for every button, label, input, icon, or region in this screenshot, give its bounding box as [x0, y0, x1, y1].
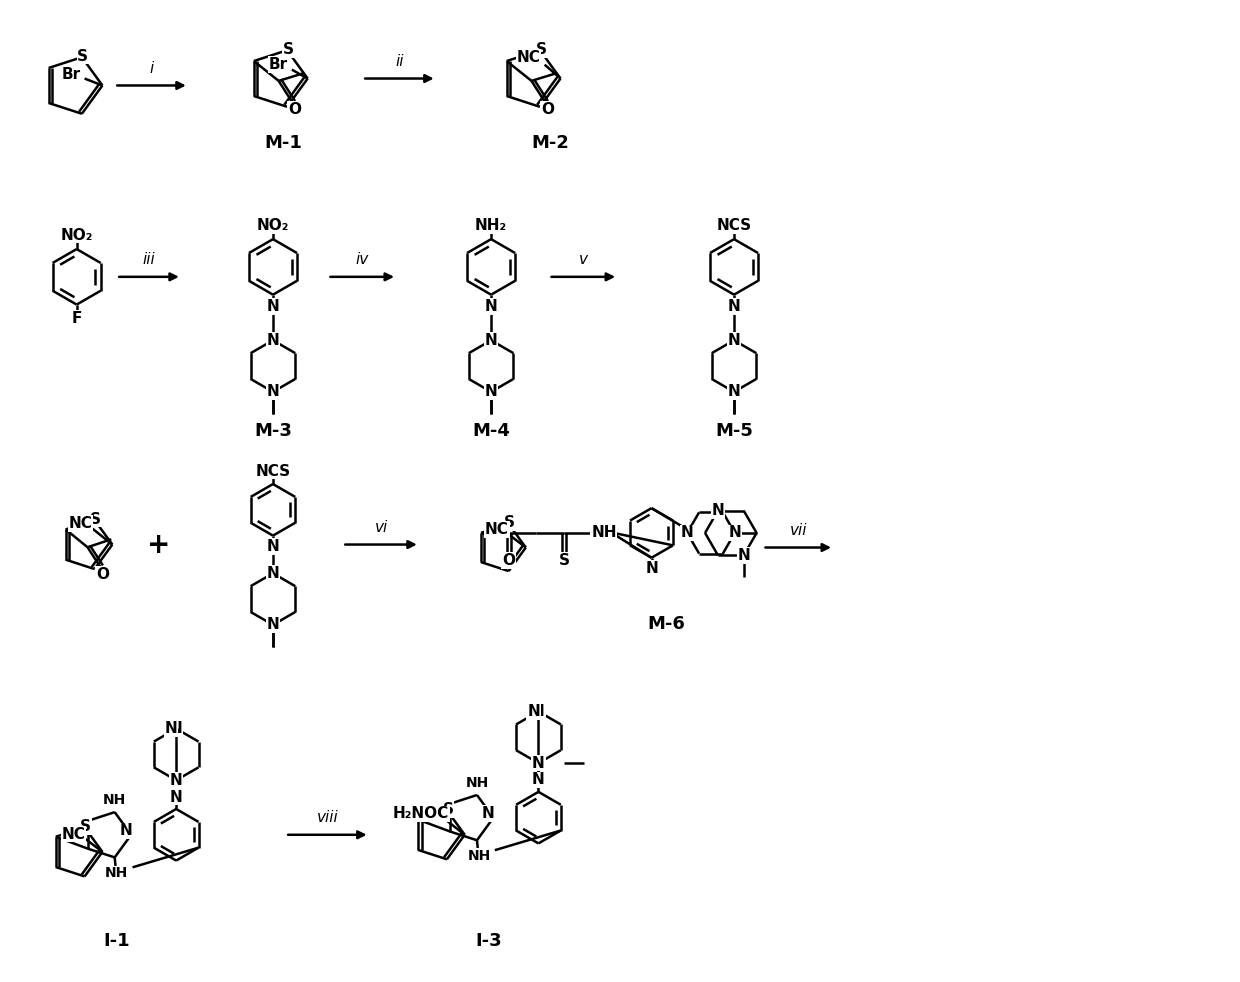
Text: M-4: M-4 — [472, 421, 510, 440]
Text: ii: ii — [396, 54, 404, 69]
Text: M-3: M-3 — [254, 421, 291, 440]
Text: S: S — [283, 42, 294, 57]
Text: N: N — [532, 755, 544, 771]
Text: N: N — [728, 384, 740, 400]
Text: N: N — [532, 773, 544, 788]
Text: M-5: M-5 — [715, 421, 753, 440]
Text: NH: NH — [465, 776, 489, 791]
Text: NH: NH — [103, 793, 126, 807]
Text: S: S — [81, 819, 91, 834]
Text: I-1: I-1 — [103, 932, 130, 951]
Text: F: F — [72, 311, 82, 326]
Text: NC: NC — [485, 522, 508, 537]
Text: N: N — [712, 503, 724, 518]
Text: S: S — [443, 801, 454, 817]
Text: N: N — [482, 806, 495, 821]
Text: N: N — [738, 548, 750, 563]
Text: NH₂: NH₂ — [475, 218, 507, 233]
Text: M-6: M-6 — [647, 615, 686, 632]
Text: S: S — [559, 553, 569, 569]
Text: vii: vii — [790, 522, 807, 537]
Text: i: i — [149, 61, 154, 76]
Text: N: N — [267, 566, 279, 580]
Text: NH: NH — [105, 866, 128, 880]
Text: N: N — [645, 561, 658, 576]
Text: S: S — [536, 42, 547, 57]
Text: O: O — [541, 102, 554, 117]
Text: N: N — [267, 618, 279, 632]
Text: S: S — [91, 512, 100, 526]
Text: N: N — [165, 721, 177, 736]
Text: NO₂: NO₂ — [257, 218, 289, 233]
Text: O: O — [288, 102, 301, 117]
Text: N: N — [728, 333, 740, 348]
Text: S: S — [505, 516, 515, 530]
Text: NCS: NCS — [717, 218, 751, 233]
Text: NH: NH — [591, 525, 616, 540]
Text: N: N — [267, 300, 279, 314]
Text: M-1: M-1 — [264, 134, 301, 152]
Text: O: O — [95, 567, 109, 581]
Text: NO₂: NO₂ — [61, 228, 93, 243]
Text: NCS: NCS — [255, 464, 290, 478]
Text: Br: Br — [61, 67, 81, 82]
Text: +: + — [148, 530, 171, 559]
Text: N: N — [485, 300, 497, 314]
Text: iv: iv — [356, 252, 368, 267]
Text: N: N — [532, 704, 544, 719]
Text: NC: NC — [517, 50, 541, 65]
Text: N: N — [267, 384, 279, 400]
Text: N: N — [728, 300, 740, 314]
Text: N: N — [527, 704, 539, 719]
Text: N: N — [485, 333, 497, 348]
Text: N: N — [267, 333, 279, 348]
Text: NC: NC — [62, 827, 86, 842]
Text: viii: viii — [316, 810, 339, 825]
Text: N: N — [120, 823, 133, 839]
Text: NH: NH — [467, 849, 491, 863]
Text: NC: NC — [68, 517, 93, 531]
Text: N: N — [170, 721, 182, 736]
Text: N: N — [485, 384, 497, 400]
Text: I-3: I-3 — [476, 932, 502, 951]
Text: vi: vi — [374, 519, 388, 534]
Text: N: N — [728, 525, 742, 540]
Text: N: N — [267, 539, 279, 554]
Text: H₂NOC: H₂NOC — [393, 806, 449, 822]
Text: S: S — [77, 49, 88, 64]
Text: N: N — [170, 773, 182, 788]
Text: iii: iii — [143, 252, 155, 267]
Text: O: O — [502, 553, 516, 569]
Text: N: N — [681, 525, 693, 540]
Text: N: N — [170, 790, 182, 804]
Text: Br: Br — [268, 57, 288, 72]
Text: M-2: M-2 — [532, 134, 569, 152]
Text: v: v — [579, 252, 588, 267]
